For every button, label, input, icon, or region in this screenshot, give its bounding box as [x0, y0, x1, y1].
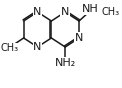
Text: NH: NH	[82, 4, 98, 14]
Text: N: N	[75, 33, 83, 43]
Text: N: N	[33, 42, 42, 52]
Text: N: N	[33, 7, 42, 17]
Text: NH₂: NH₂	[55, 58, 76, 68]
Text: CH₃: CH₃	[101, 7, 119, 17]
Text: N: N	[61, 7, 69, 17]
Text: CH₃: CH₃	[1, 43, 19, 53]
